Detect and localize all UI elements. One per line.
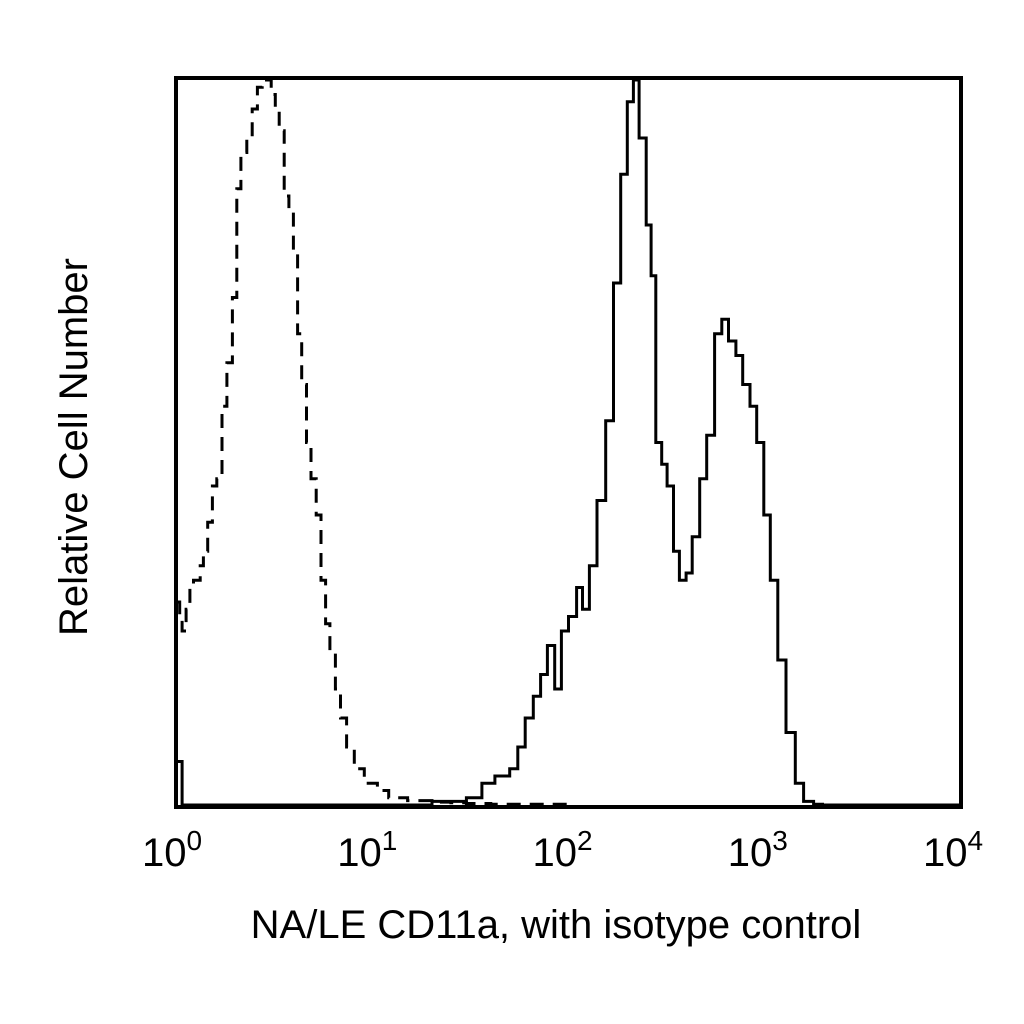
x-tick-label: 102: [532, 825, 592, 875]
x-axis-title: NA/LE CD11a, with isotype control: [251, 903, 862, 947]
y-axis-title: Relative Cell Number: [52, 258, 96, 636]
x-tick-label: 104: [923, 825, 983, 875]
plot-frame: [174, 76, 963, 809]
x-tick-labels: 100 101 102 103 104: [142, 825, 983, 875]
series-cd11a-line: [178, 78, 959, 807]
x-tick-label: 103: [728, 825, 788, 875]
x-tick-label: 100: [142, 825, 202, 875]
series-isotype-control-line: [178, 78, 570, 806]
series-layer: [178, 78, 959, 807]
x-tick-label: 101: [337, 825, 397, 875]
